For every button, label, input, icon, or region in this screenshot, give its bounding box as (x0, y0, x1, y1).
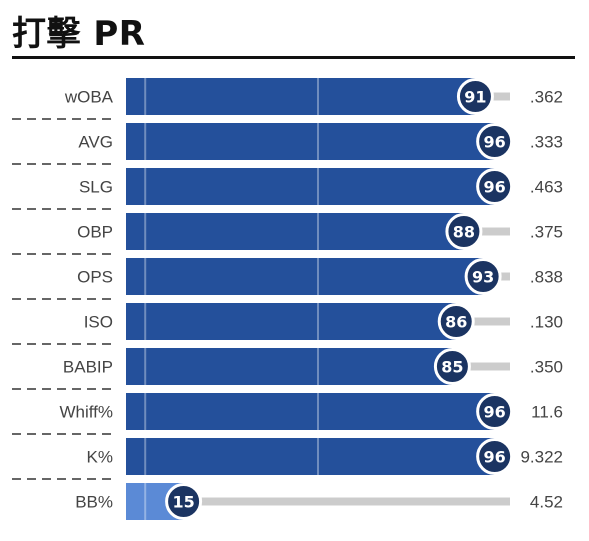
guide-line (317, 213, 319, 250)
chart-title: 打擊 PR (12, 14, 146, 54)
title-underline (12, 56, 575, 59)
percentile-badge (476, 438, 514, 475)
stat-value: .375 (530, 223, 563, 242)
bar-slg (126, 168, 495, 205)
guide-line (144, 78, 147, 115)
guide-line (144, 123, 147, 160)
percentile-badge (476, 168, 514, 205)
guide-line (317, 123, 319, 160)
metric-label: K% (87, 448, 113, 467)
percentile-badge (464, 258, 502, 295)
percentile-value: 85 (441, 358, 463, 377)
percentile-value: 96 (484, 403, 506, 422)
percentile-badge (456, 78, 494, 115)
guide-line (144, 393, 147, 430)
percentile-value: 96 (484, 133, 506, 152)
percentile-value: 86 (445, 313, 467, 332)
stat-value: 9.322 (520, 448, 563, 467)
guide-line (317, 78, 319, 115)
metric-label: AVG (78, 133, 113, 152)
percentile-value: 88 (453, 223, 475, 242)
stat-value: 4.52 (530, 493, 563, 512)
metric-label: ISO (84, 313, 113, 332)
percentile-value: 96 (484, 448, 506, 467)
metric-label: SLG (79, 178, 113, 197)
percentile-value: 91 (464, 88, 486, 107)
metric-label: OBP (77, 223, 113, 242)
percentile-badge (445, 213, 483, 250)
guide-line (317, 438, 319, 475)
guide-line (317, 303, 319, 340)
metric-label: BABIP (63, 358, 113, 377)
guide-line (317, 258, 319, 295)
guide-line (317, 348, 319, 385)
percentile-value: 96 (484, 178, 506, 197)
guide-line (144, 348, 147, 385)
bar-ops (126, 258, 484, 295)
stat-value: .130 (530, 313, 563, 332)
bar-iso (126, 303, 457, 340)
bar-avg (126, 123, 495, 160)
percentile-badge (476, 123, 514, 160)
percentile-badge (476, 393, 514, 430)
guide-line (144, 168, 147, 205)
percentile-badge (165, 483, 203, 520)
guide-line (144, 303, 147, 340)
stat-value: 11.6 (531, 403, 563, 422)
bar-track (126, 497, 510, 506)
metric-label: OPS (77, 268, 113, 287)
bar-obp (126, 213, 464, 250)
metric-label: BB% (75, 493, 113, 512)
percentile-badge (437, 303, 475, 340)
bar-whiff- (126, 393, 495, 430)
guide-line (317, 168, 319, 205)
stat-value: .350 (530, 358, 563, 377)
percentile-value: 15 (172, 493, 194, 512)
stat-value: .463 (530, 178, 563, 197)
stat-value: .838 (530, 268, 563, 287)
percentile-badge (433, 348, 471, 385)
guide-line (144, 258, 147, 295)
metric-label: wOBA (64, 88, 114, 107)
bar-k- (126, 438, 495, 475)
guide-line (317, 393, 319, 430)
percentile-value: 93 (472, 268, 494, 287)
stat-value: .362 (530, 88, 563, 107)
guide-line (144, 438, 147, 475)
bar-woba (126, 78, 476, 115)
bar-babip (126, 348, 453, 385)
guide-line (144, 213, 147, 250)
guide-line (144, 483, 147, 520)
stat-value: .333 (530, 133, 563, 152)
metric-label: Whiff% (59, 403, 113, 422)
